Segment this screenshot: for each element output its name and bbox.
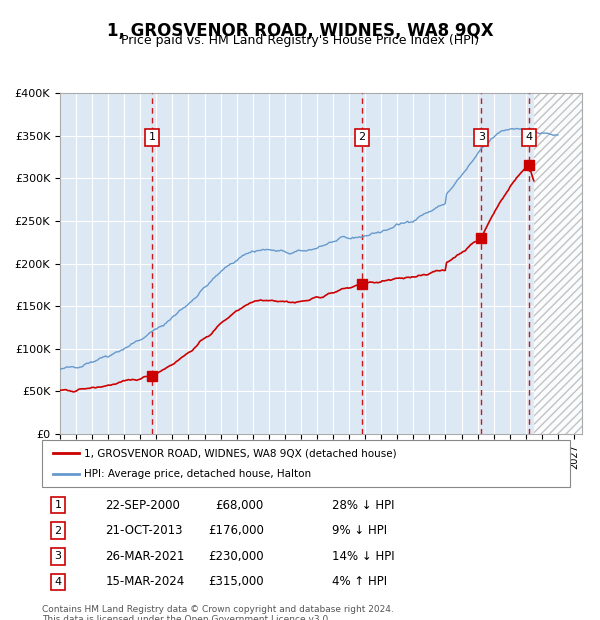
Text: 28% ↓ HPI: 28% ↓ HPI [332, 498, 395, 511]
Text: 22-SEP-2000: 22-SEP-2000 [106, 498, 180, 511]
Bar [534, 93, 582, 434]
Text: 2: 2 [54, 526, 61, 536]
Text: Contains HM Land Registry data © Crown copyright and database right 2024.
This d: Contains HM Land Registry data © Crown c… [42, 604, 394, 620]
Text: 3: 3 [478, 132, 485, 143]
Text: 1: 1 [148, 132, 155, 143]
Text: 15-MAR-2024: 15-MAR-2024 [106, 575, 185, 588]
Text: £68,000: £68,000 [215, 498, 264, 511]
Text: 4: 4 [54, 577, 61, 587]
Text: 4% ↑ HPI: 4% ↑ HPI [332, 575, 388, 588]
Text: 21-OCT-2013: 21-OCT-2013 [106, 525, 183, 537]
Text: £315,000: £315,000 [208, 575, 264, 588]
Text: 1: 1 [55, 500, 61, 510]
Text: £230,000: £230,000 [208, 550, 264, 563]
Text: 4: 4 [526, 132, 533, 143]
Text: 9% ↓ HPI: 9% ↓ HPI [332, 525, 388, 537]
Text: 14% ↓ HPI: 14% ↓ HPI [332, 550, 395, 563]
FancyBboxPatch shape [42, 440, 570, 487]
Bar [534, 93, 582, 434]
Text: 26-MAR-2021: 26-MAR-2021 [106, 550, 185, 563]
Text: 1, GROSVENOR ROAD, WIDNES, WA8 9QX (detached house): 1, GROSVENOR ROAD, WIDNES, WA8 9QX (deta… [84, 448, 397, 458]
Text: 3: 3 [55, 551, 61, 561]
Text: 1, GROSVENOR ROAD, WIDNES, WA8 9QX: 1, GROSVENOR ROAD, WIDNES, WA8 9QX [107, 22, 493, 40]
Text: £176,000: £176,000 [208, 525, 264, 537]
Text: HPI: Average price, detached house, Halton: HPI: Average price, detached house, Halt… [84, 469, 311, 479]
Text: 2: 2 [358, 132, 365, 143]
Text: Price paid vs. HM Land Registry's House Price Index (HPI): Price paid vs. HM Land Registry's House … [121, 34, 479, 47]
